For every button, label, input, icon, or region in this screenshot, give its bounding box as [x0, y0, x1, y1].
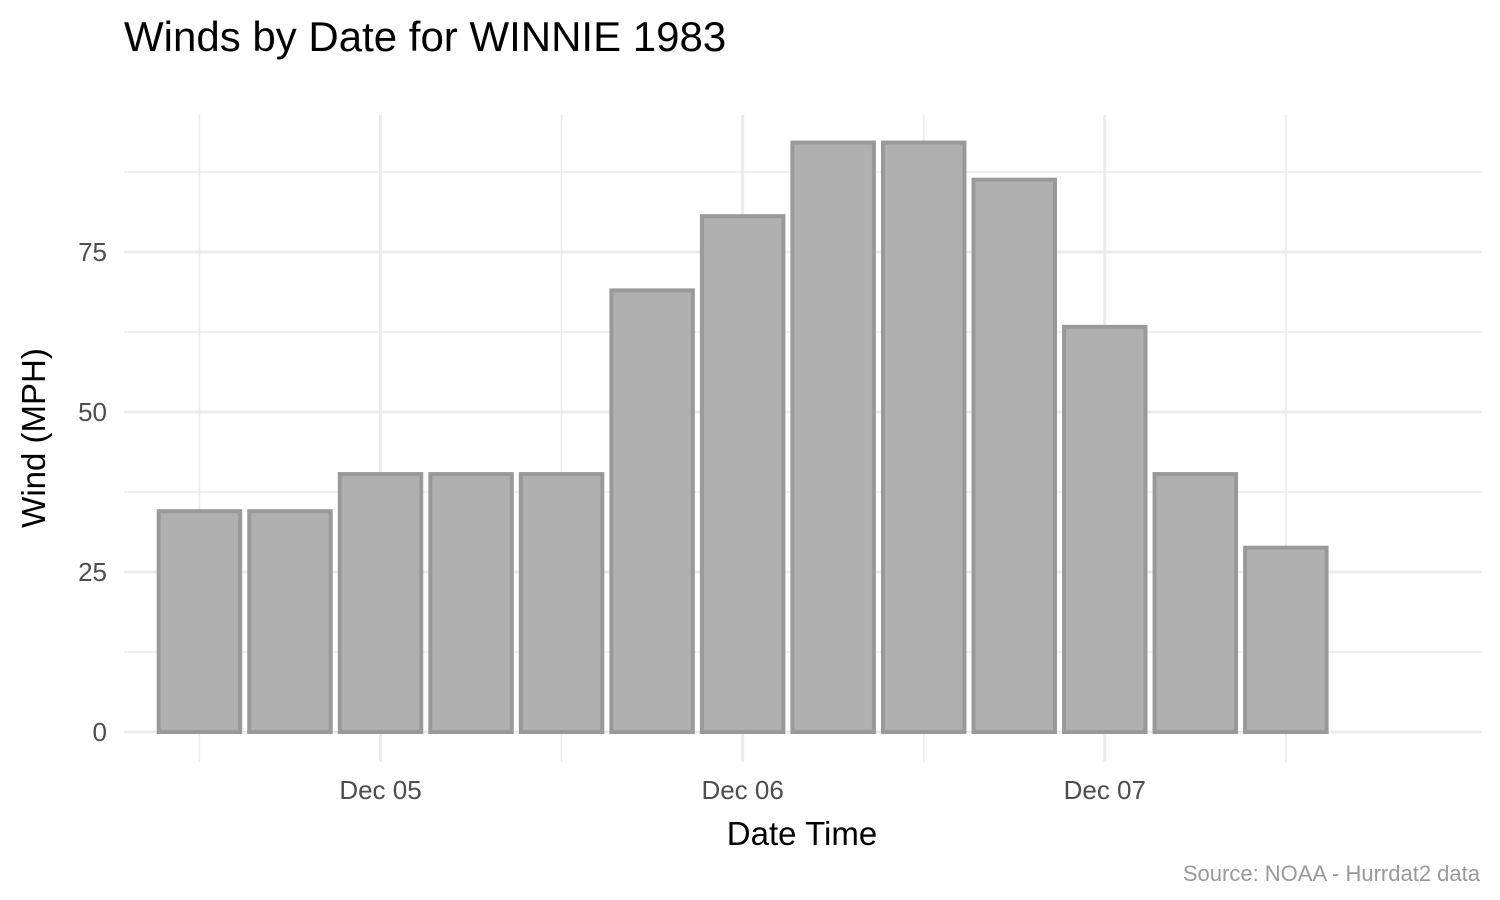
wind-bar	[971, 177, 1057, 734]
wind-bar	[247, 509, 333, 735]
x-tick-label: Dec 07	[1064, 775, 1146, 805]
x-tick-label: Dec 05	[339, 775, 421, 805]
wind-bar	[1152, 472, 1239, 734]
wind-bar	[880, 140, 967, 734]
y-tick-label: 50	[78, 397, 107, 427]
x-axis-tick-labels: Dec 05 Dec 06 Dec 07	[339, 775, 1146, 805]
wind-bar	[337, 472, 424, 734]
wind-bar	[1243, 545, 1329, 734]
wind-bar	[428, 472, 514, 734]
x-axis-title: Date Time	[727, 815, 877, 852]
y-tick-label: 25	[78, 557, 107, 587]
wind-bar	[609, 288, 695, 734]
x-tick-label: Dec 06	[701, 775, 783, 805]
wind-bar	[518, 472, 605, 734]
y-tick-label: 0	[93, 717, 107, 747]
y-axis-title: Wind (MPH)	[15, 348, 52, 528]
wind-bar	[156, 509, 243, 735]
wind-bar	[790, 140, 876, 734]
y-tick-label: 75	[78, 237, 107, 267]
wind-bar	[1062, 324, 1148, 734]
bars	[156, 140, 1329, 735]
wind-bar	[699, 214, 786, 735]
source-caption: Source: NOAA - Hurrdat2 data	[1183, 861, 1481, 886]
chart-title: Winds by Date for WINNIE 1983	[124, 13, 726, 60]
y-axis-tick-labels: 0 25 50 75	[78, 237, 107, 747]
